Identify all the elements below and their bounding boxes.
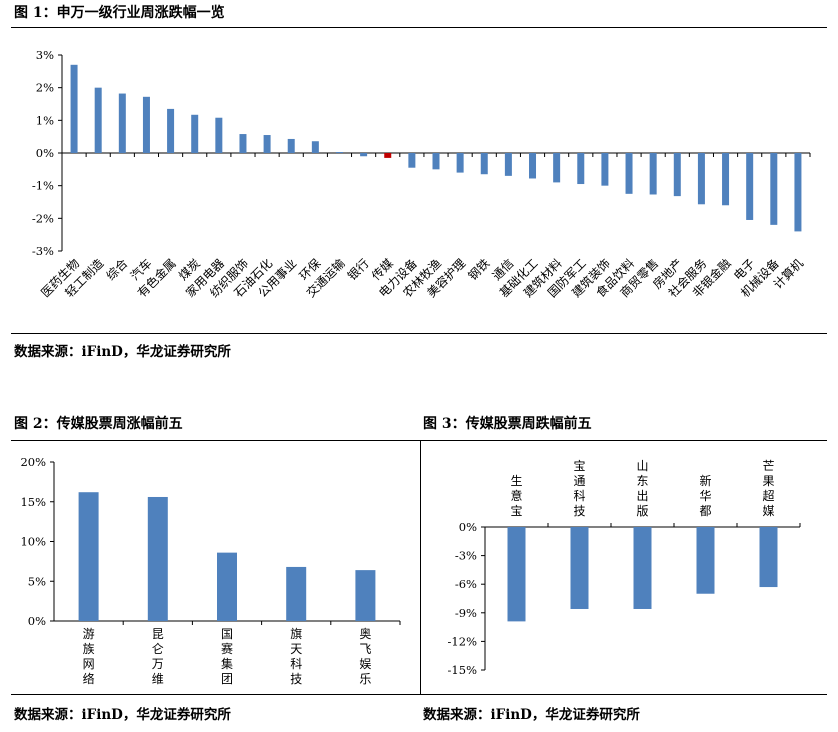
bar-旗天科技 xyxy=(286,566,307,621)
bar-机械设备 xyxy=(770,153,778,225)
bar-家用电器 xyxy=(215,117,223,153)
y-tick-label: 2% xyxy=(36,81,54,95)
y-tick-label: -3% xyxy=(455,549,477,563)
y-tick-label: 0% xyxy=(459,520,477,534)
figure-1-bottom-rule xyxy=(11,333,827,334)
bar-山东出版 xyxy=(633,527,652,609)
y-tick-label: 3% xyxy=(36,48,54,62)
y-tick-label: 20% xyxy=(20,455,46,469)
y-tick-label: -15% xyxy=(448,663,478,677)
bar-社会服务 xyxy=(697,153,705,205)
bar-房地产 xyxy=(673,153,681,197)
bar-建筑装饰 xyxy=(601,153,609,186)
figure-2-bottom-rule xyxy=(11,694,421,695)
figure-2-title: 图 2：传媒股票周涨幅前五 xyxy=(14,416,183,432)
x-tick-label: 新华都 xyxy=(699,473,711,518)
bar-国防军工 xyxy=(577,153,585,185)
x-tick-label: 芒果超媒 xyxy=(762,458,774,518)
x-tick-label: 国赛集团 xyxy=(221,627,233,686)
figure-1-source: 数据来源：iFinD，华龙证券研究所 xyxy=(14,344,231,360)
bar-综合 xyxy=(118,93,126,153)
bar-奥飞娱乐 xyxy=(355,570,376,621)
bar-国赛集团 xyxy=(217,552,237,621)
bar-电子 xyxy=(746,153,754,220)
bar-煤炭 xyxy=(191,114,199,153)
figure-2-source: 数据来源：iFinD，华龙证券研究所 xyxy=(14,707,231,723)
bar-生意宝 xyxy=(507,527,526,622)
bar-非银金融 xyxy=(722,153,730,206)
x-tick-label: 游族网络 xyxy=(83,627,95,686)
x-tick-label: 奥飞娱乐 xyxy=(359,627,371,686)
figure-3-top-rule xyxy=(420,440,827,441)
figure-1-top-rule xyxy=(11,27,827,28)
bar-公用事业 xyxy=(287,138,295,153)
bar-钢铁 xyxy=(480,153,488,175)
x-tick-label: 昆仑万维 xyxy=(152,627,164,686)
figures-divider xyxy=(420,440,421,694)
bar-昆仑万维 xyxy=(147,496,168,621)
bar-石油石化 xyxy=(263,135,271,153)
x-tick-label: 生意宝 xyxy=(510,474,522,518)
y-tick-label: 0% xyxy=(28,614,46,628)
bar-纺织服饰 xyxy=(239,134,247,153)
x-tick-label: 宝通科技 xyxy=(573,459,585,518)
bar-通信 xyxy=(504,153,512,176)
bar-芒果超媒 xyxy=(759,527,778,588)
figure-2-top-rule xyxy=(11,440,421,441)
y-tick-label: -2% xyxy=(32,211,54,225)
bar-医药生物 xyxy=(70,64,78,153)
y-tick-label: 1% xyxy=(36,113,54,127)
bar-基础化工 xyxy=(529,153,537,179)
bar-农林牧渔 xyxy=(432,153,440,170)
y-tick-label: -12% xyxy=(448,634,478,648)
y-tick-label: 10% xyxy=(20,535,46,549)
bar-食品饮料 xyxy=(625,153,633,194)
bar-传媒 xyxy=(384,153,392,158)
bar-宝通科技 xyxy=(570,527,589,609)
bar-交通运输 xyxy=(335,152,343,154)
y-tick-label: 5% xyxy=(28,574,46,588)
bar-电力设备 xyxy=(408,153,416,168)
bar-美容护理 xyxy=(456,153,464,173)
figure-3-source: 数据来源：iFinD，华龙证券研究所 xyxy=(423,707,640,723)
y-tick-label: -9% xyxy=(455,606,477,620)
bar-建筑材料 xyxy=(553,153,561,183)
bar-轻工制造 xyxy=(94,87,102,153)
bar-汽车 xyxy=(142,96,150,153)
x-tick-label: 旗天科技 xyxy=(290,626,302,686)
y-tick-label: -1% xyxy=(32,179,54,193)
bar-银行 xyxy=(360,153,368,157)
bar-环保 xyxy=(311,141,319,153)
bar-有色金属 xyxy=(167,108,175,153)
y-tick-label: 15% xyxy=(20,495,46,509)
bar-计算机 xyxy=(794,153,802,232)
figure-3-bottom-rule xyxy=(420,694,827,695)
figure-1-title: 图 1：申万一级行业周涨跌幅一览 xyxy=(14,5,225,21)
y-tick-label: -3% xyxy=(32,244,54,258)
figure-3-title: 图 3：传媒股票周跌幅前五 xyxy=(423,416,592,432)
y-tick-label: 0% xyxy=(36,146,54,160)
bar-游族网络 xyxy=(78,492,99,621)
x-tick-label: 山东出版 xyxy=(636,459,648,518)
bar-新华都 xyxy=(696,527,715,594)
y-tick-label: -6% xyxy=(455,577,477,591)
bar-商贸零售 xyxy=(649,153,657,195)
